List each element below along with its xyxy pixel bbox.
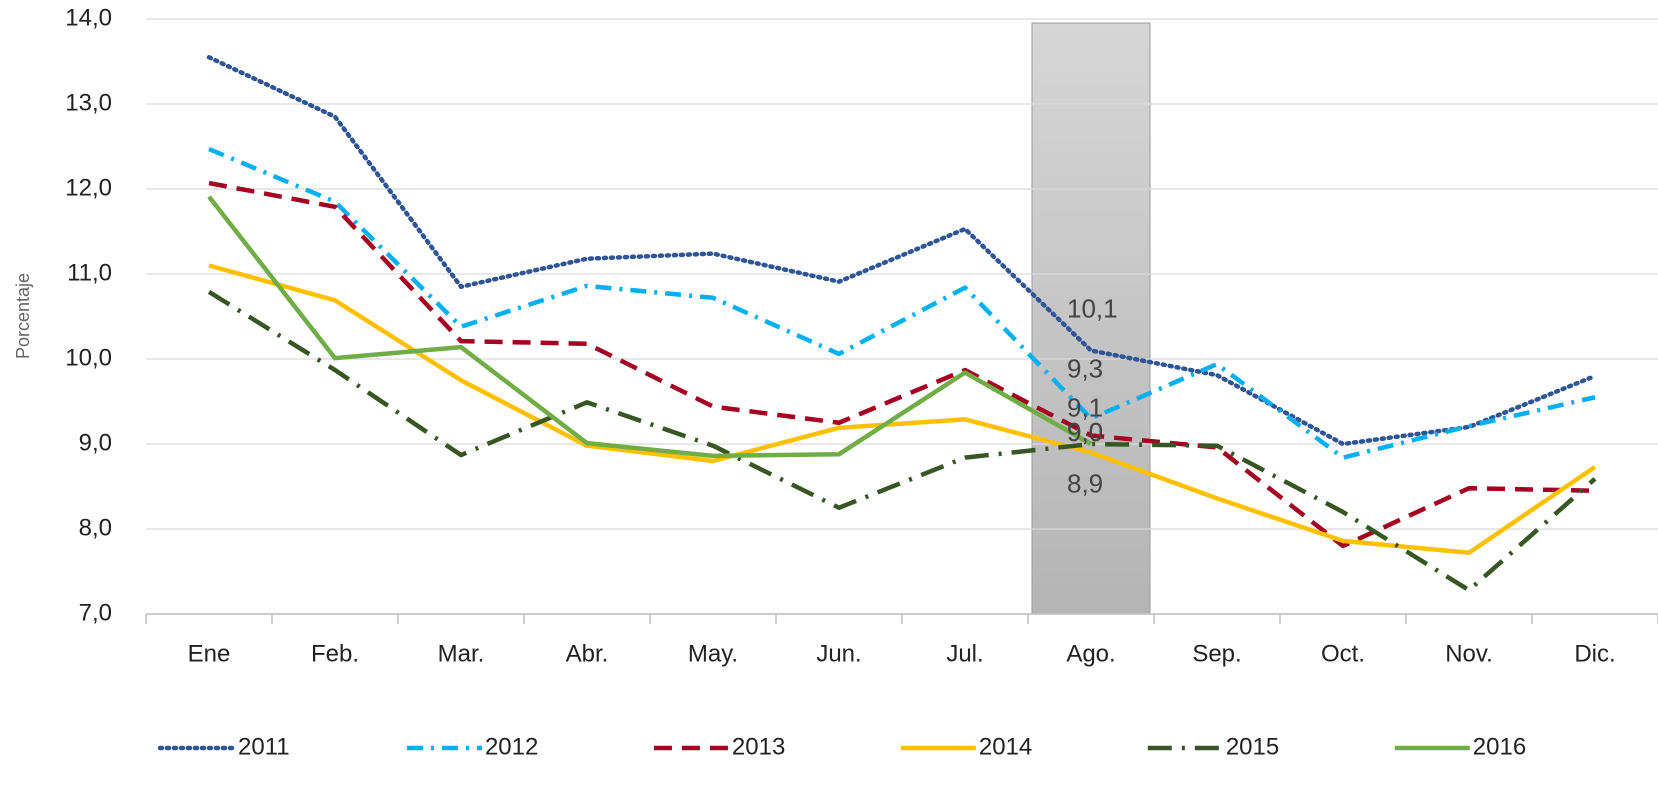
data-label: 9,3	[1067, 353, 1103, 383]
legend-label: 2012	[485, 733, 538, 760]
x-tick-label: Oct.	[1321, 640, 1365, 667]
y-tick-label: 12,0	[65, 174, 112, 201]
data-label: 8,9	[1067, 468, 1103, 498]
x-tick-label: May.	[688, 640, 738, 667]
series-line	[208, 180, 1596, 549]
x-tick-label: Sep.	[1192, 640, 1241, 667]
x-tick-label: Nov.	[1445, 640, 1493, 667]
series-line	[208, 263, 1597, 556]
y-tick-label: 14,0	[65, 4, 112, 31]
series-line	[207, 195, 1093, 459]
series-line	[206, 55, 1598, 447]
x-tick-label: Dic.	[1574, 640, 1615, 667]
legend-label: 2016	[1473, 733, 1526, 760]
legend-label: 2015	[1226, 733, 1279, 760]
x-tick-label: Mar.	[438, 640, 485, 667]
x-tick-label: Ene	[188, 640, 231, 667]
x-tick-label: Jun.	[816, 640, 861, 667]
data-label: 9,0	[1067, 417, 1103, 447]
x-tick-label: Jul.	[946, 640, 983, 667]
x-tick-label: Ago.	[1066, 640, 1115, 667]
data-label: 9,1	[1067, 392, 1103, 422]
legend-label: 2011	[238, 733, 290, 760]
x-tick-label: Abr.	[566, 640, 609, 667]
y-tick-label: 11,0	[67, 259, 112, 286]
highlight-band	[1031, 22, 1151, 615]
y-tick-label: 8,0	[79, 514, 112, 541]
y-tick-label: 10,0	[65, 344, 112, 371]
y-tick-label: 7,0	[79, 599, 112, 626]
y-axis-label: Porcentaje	[13, 273, 33, 359]
y-tick-label: 13,0	[65, 89, 112, 116]
y-tick-label: 9,0	[79, 429, 112, 456]
legend-label: 2014	[979, 733, 1032, 760]
series-line	[208, 146, 1596, 460]
x-tick-label: Feb.	[311, 640, 359, 667]
data-label: 10,1	[1067, 293, 1118, 323]
legend-label: 2013	[732, 733, 785, 760]
